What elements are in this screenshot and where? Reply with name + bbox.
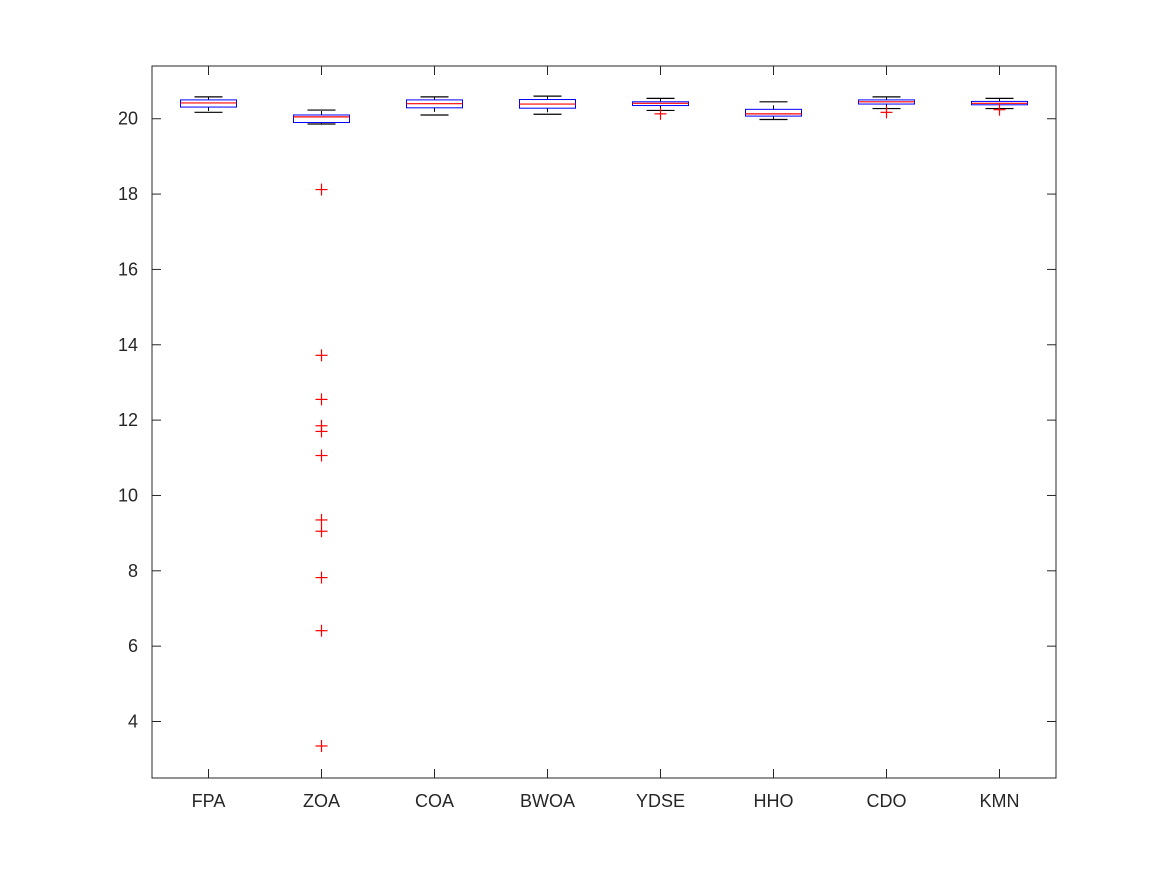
box-group-zoa [293,109,350,752]
y-tick-label: 16 [118,259,138,279]
plot-frame [151,65,1057,779]
y-tick-label: 4 [128,711,138,731]
outlier-marker [315,525,328,538]
outlier-marker [315,449,328,462]
outlier-marker [315,425,328,438]
y-tick-label: 12 [118,410,138,430]
x-tick-label: CDO [867,791,907,811]
outlier-marker [880,106,893,119]
box-group-hho [745,101,802,121]
box-group-fpa [180,96,237,113]
x-tick-label: ZOA [303,791,340,811]
outlier-marker [315,624,328,637]
outlier-marker [315,571,328,584]
plot-marks [180,95,1028,752]
y-tick-label: 14 [118,335,138,355]
outlier-marker [315,513,328,526]
box-iqr [293,114,350,124]
outlier-marker [315,349,328,362]
x-tick-label: BWOA [520,791,575,811]
y-tick-label: 10 [118,485,138,505]
box-group-bwoa [519,95,576,115]
x-tick-label: FPA [192,791,226,811]
outlier-marker [315,739,328,752]
x-tick-label: HHO [754,791,794,811]
box-iqr [745,108,802,117]
x-tick-label: COA [415,791,454,811]
outlier-marker [993,103,1006,116]
box-group-coa [406,96,463,116]
box-group-ydse [632,97,689,120]
y-tick-label: 18 [118,184,138,204]
outlier-marker [654,107,667,120]
box-group-kmn [971,97,1028,116]
x-tick-label: YDSE [636,791,685,811]
outlier-marker [315,183,328,196]
x-tick-label: KMN [980,791,1020,811]
box-group-cdo [858,96,915,119]
axes: 4 6 8 10 12 14 16 18 20 FPA ZOA COA BWOA YDSE HHO CDO KM… [118,65,1057,811]
y-tick-label: 8 [128,561,138,581]
y-tick-label: 6 [128,636,138,656]
y-tick-label: 20 [118,109,138,129]
outlier-marker [315,393,328,406]
